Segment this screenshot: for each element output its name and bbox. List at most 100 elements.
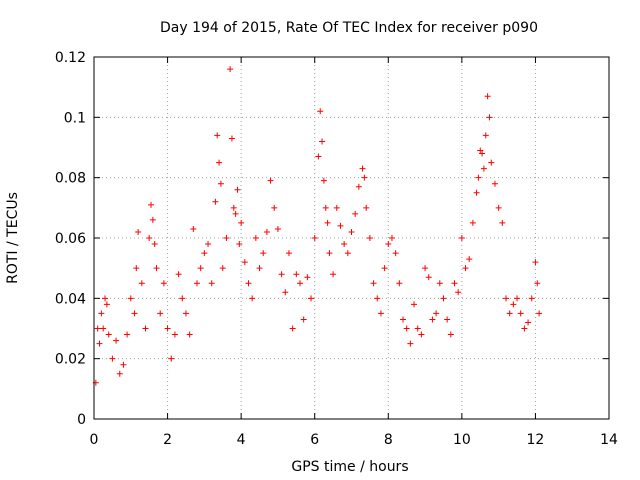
data-point	[344, 250, 351, 257]
x-tick-label: 6	[310, 432, 319, 448]
data-point	[444, 316, 451, 323]
data-point	[451, 280, 458, 287]
x-tick-label: 14	[600, 432, 618, 448]
data-point	[359, 165, 366, 172]
x-tick-label: 0	[90, 432, 99, 448]
data-point	[370, 280, 377, 287]
data-point	[348, 228, 355, 235]
data-point	[403, 325, 410, 332]
data-point	[208, 280, 215, 287]
plot-frame	[93, 56, 610, 420]
y-tick-label: 0.04	[55, 291, 86, 307]
data-point	[120, 361, 127, 368]
data-point	[525, 319, 532, 326]
data-point	[366, 235, 373, 241]
data-point	[480, 165, 487, 172]
data-point	[466, 256, 473, 263]
data-point	[330, 271, 337, 278]
data-point	[361, 174, 368, 181]
data-point	[116, 370, 123, 377]
data-point	[479, 150, 486, 157]
data-point	[429, 316, 436, 323]
data-point	[475, 174, 482, 181]
data-point	[374, 295, 381, 302]
data-point	[534, 280, 541, 287]
data-point	[447, 331, 454, 338]
data-point	[131, 310, 138, 317]
data-point	[388, 235, 395, 241]
data-point	[433, 310, 440, 317]
data-point	[300, 316, 307, 323]
data-point	[186, 331, 193, 338]
data-point	[333, 204, 340, 211]
data-point	[175, 271, 182, 278]
data-point	[168, 355, 175, 362]
data-point	[484, 93, 491, 100]
data-point	[94, 325, 101, 332]
data-point	[223, 235, 230, 241]
data-point	[234, 186, 241, 193]
data-point	[228, 135, 235, 142]
x-tick-label: 12	[527, 432, 545, 448]
data-point	[241, 259, 248, 266]
data-points	[92, 66, 543, 386]
data-point	[469, 219, 476, 226]
data-point	[482, 132, 489, 139]
data-point	[252, 235, 259, 241]
grid-lines	[94, 57, 609, 419]
y-tick-label: 0	[77, 412, 86, 428]
data-point	[341, 241, 348, 248]
data-point	[477, 147, 484, 154]
data-point	[214, 132, 221, 139]
data-point	[164, 325, 171, 332]
data-point	[201, 250, 208, 257]
data-point	[486, 114, 493, 121]
data-point	[308, 295, 315, 302]
data-point	[414, 325, 421, 332]
data-point	[425, 274, 432, 281]
data-point	[267, 177, 274, 184]
data-point	[102, 295, 109, 302]
chart-title: Day 194 of 2015, Rate Of TEC Index for r…	[160, 20, 538, 36]
data-point	[462, 265, 469, 272]
data-point	[304, 274, 311, 281]
data-point	[105, 331, 112, 338]
data-point	[317, 108, 324, 115]
data-point	[418, 331, 425, 338]
data-point	[514, 295, 521, 302]
data-point	[320, 177, 327, 184]
axis-ticks: 0 2 4 6 8 10 12 14 0 0.02 0.04 0.06 0.08 0.1 0.12	[55, 50, 618, 448]
data-point	[238, 219, 245, 226]
data-point	[517, 310, 524, 317]
y-axis-label: ROTI / TECUs	[5, 192, 21, 284]
data-point	[153, 265, 160, 272]
data-point	[528, 295, 535, 302]
data-point	[142, 325, 149, 332]
data-point	[212, 198, 219, 205]
data-point	[289, 325, 296, 332]
y-tick-label: 0.02	[55, 352, 86, 368]
data-point	[149, 216, 156, 223]
data-point	[319, 138, 326, 145]
data-point	[352, 210, 359, 217]
x-tick-label: 4	[237, 432, 246, 448]
data-point	[278, 271, 285, 278]
data-point	[263, 228, 270, 235]
y-tick-label: 0.1	[64, 110, 86, 126]
data-point	[179, 295, 186, 302]
data-point	[337, 222, 344, 229]
data-point	[311, 235, 318, 241]
data-point	[392, 250, 399, 257]
data-point	[536, 310, 543, 317]
data-point	[521, 325, 528, 332]
data-point	[506, 310, 513, 317]
data-point	[236, 241, 243, 248]
data-point	[232, 210, 239, 217]
data-point	[322, 204, 329, 211]
data-point	[260, 250, 267, 257]
data-point	[217, 180, 224, 187]
data-point	[285, 250, 292, 257]
data-point	[205, 241, 212, 248]
data-point	[100, 325, 107, 332]
